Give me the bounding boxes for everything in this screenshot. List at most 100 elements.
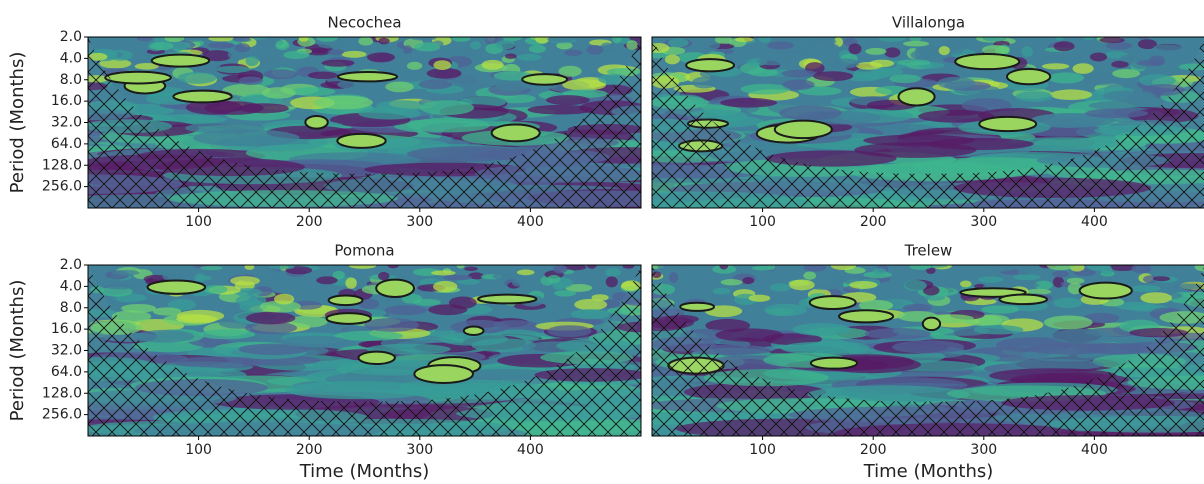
x-tick-label: 200 xyxy=(296,442,323,458)
power-blob xyxy=(1083,37,1095,41)
power-blob xyxy=(664,54,680,65)
power-blob xyxy=(740,83,790,95)
power-blob xyxy=(535,37,550,44)
cone-of-influence xyxy=(88,265,641,402)
power-blob xyxy=(111,269,140,276)
power-blob xyxy=(830,265,857,271)
power-blob xyxy=(1053,297,1083,309)
power-blob xyxy=(1052,270,1070,278)
power-blob xyxy=(208,37,235,42)
power-blob xyxy=(1034,280,1053,290)
y-tick-label: 64.0 xyxy=(51,364,82,380)
power-blob xyxy=(914,49,930,60)
power-blob xyxy=(384,305,428,316)
power-blob xyxy=(504,53,517,59)
power-blob xyxy=(261,87,296,99)
power-blob xyxy=(1040,54,1067,61)
power-blob xyxy=(234,43,251,53)
x-tick-label: 300 xyxy=(970,214,997,230)
power-blob xyxy=(556,41,573,50)
power-blob xyxy=(719,265,729,270)
power-blob xyxy=(914,269,930,278)
power-blob xyxy=(1194,265,1204,272)
power-blob xyxy=(358,106,421,120)
power-blob xyxy=(1153,44,1182,51)
power-blob xyxy=(527,104,594,115)
power-blob xyxy=(879,37,906,42)
power-blob xyxy=(1013,274,1041,281)
power-blob xyxy=(290,87,336,97)
y-tick-label: 4.0 xyxy=(60,50,82,66)
power-blob xyxy=(701,40,721,50)
power-blob xyxy=(167,299,197,311)
power-blob xyxy=(307,71,338,80)
significance-contour xyxy=(954,52,1021,71)
power-blob xyxy=(152,307,182,316)
power-blob xyxy=(495,39,516,50)
panel: Villalonga 100 200 300 400 xyxy=(651,14,1204,230)
significance-contour xyxy=(304,115,329,130)
wavelet-power xyxy=(88,37,641,208)
power-blob xyxy=(238,76,264,86)
power-blob xyxy=(136,37,153,42)
power-blob xyxy=(438,332,508,346)
power-blob xyxy=(561,265,587,271)
power-blob xyxy=(111,310,152,323)
axes-frame xyxy=(651,264,1204,437)
power-blob xyxy=(244,321,298,335)
x-tick-label: 300 xyxy=(406,442,433,458)
y-tick-label: 64.0 xyxy=(51,136,82,152)
power-blob xyxy=(198,329,256,340)
power-blob xyxy=(902,40,930,47)
x-tick-label: 100 xyxy=(185,214,212,230)
power-blob xyxy=(1030,113,1105,128)
significance-contour xyxy=(838,309,895,324)
power-blob xyxy=(470,41,481,50)
power-blob xyxy=(909,265,932,270)
power-blob xyxy=(378,37,390,45)
power-blob xyxy=(1166,265,1179,271)
panel: Trelew 100 200 300 400 Time (Months) xyxy=(651,242,1204,482)
power-blob xyxy=(234,288,262,297)
power-blob xyxy=(558,65,582,77)
power-blob xyxy=(428,304,468,316)
power-blob xyxy=(481,59,504,70)
power-blob xyxy=(426,68,462,79)
power-blob xyxy=(715,328,784,342)
cone-of-influence xyxy=(652,37,1204,174)
power-blob xyxy=(283,50,310,59)
power-blob xyxy=(570,309,610,320)
power-blob xyxy=(385,81,414,93)
coi-hatch xyxy=(88,37,641,208)
y-tick-label: 4.0 xyxy=(60,278,82,294)
power-blob xyxy=(586,45,604,55)
power-blob xyxy=(1006,359,1105,371)
power-blob xyxy=(810,284,839,290)
power-blob xyxy=(848,43,862,55)
power-blob xyxy=(1130,285,1161,293)
x-tick-label: 400 xyxy=(1081,442,1108,458)
power-blob xyxy=(492,320,537,329)
power-blob xyxy=(321,59,355,67)
power-blob xyxy=(789,279,815,291)
power-blob xyxy=(781,69,817,78)
cone-of-influence xyxy=(88,37,641,174)
power-blob xyxy=(552,282,565,291)
power-blob xyxy=(547,37,574,43)
power-blob xyxy=(349,265,377,269)
significance-contour xyxy=(336,132,387,149)
power-blob xyxy=(150,42,174,51)
significance-contour xyxy=(336,70,399,83)
power-blob xyxy=(988,265,1015,272)
coi-hatch xyxy=(652,265,1204,436)
power-blob xyxy=(782,79,815,90)
coi-hatch xyxy=(652,37,1204,208)
power-blob xyxy=(586,265,597,269)
power-blob xyxy=(897,59,931,66)
power-blob xyxy=(600,42,614,52)
power-blob xyxy=(720,97,778,108)
power-blob xyxy=(176,309,225,323)
power-blob xyxy=(829,58,860,69)
power-blob xyxy=(1102,90,1156,102)
y-tick-label: 2.0 xyxy=(60,257,82,273)
